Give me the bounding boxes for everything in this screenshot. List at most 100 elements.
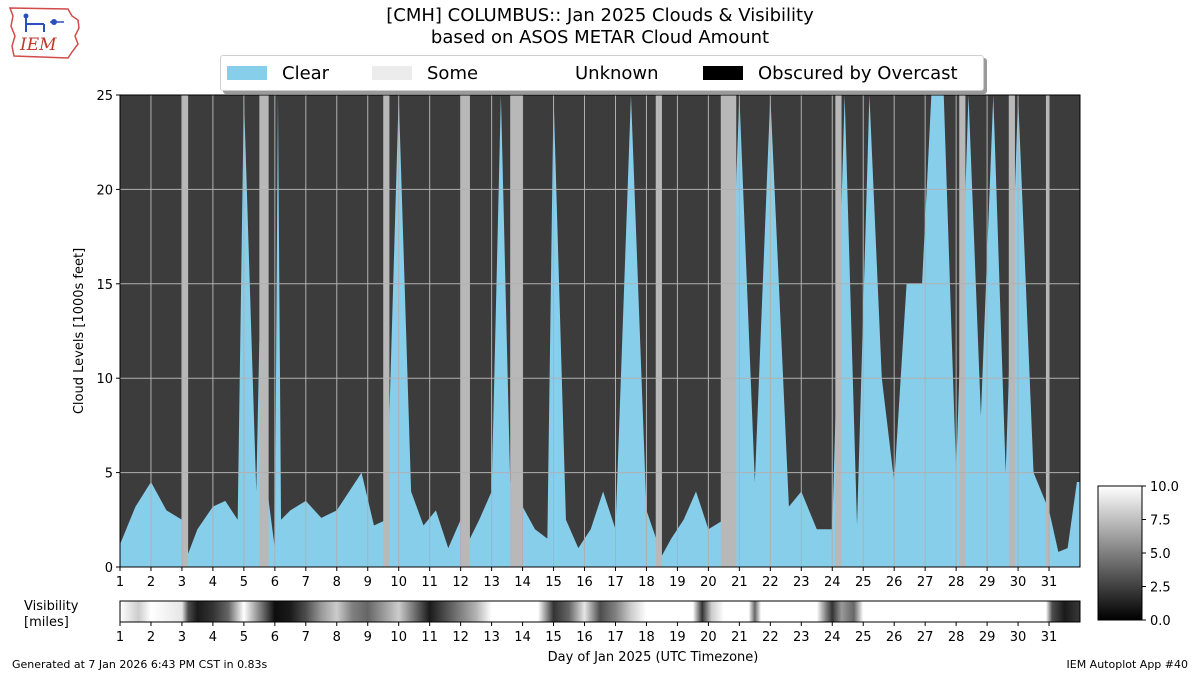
visibility-bar bbox=[119, 600, 1081, 623]
y-tick-label: 20 bbox=[96, 183, 113, 198]
x-tick-label: 3 bbox=[178, 575, 186, 590]
legend: Clear Some Unknown Obscured by Overcast bbox=[220, 55, 984, 91]
vis-x-tick-label: 16 bbox=[576, 630, 593, 645]
colorbar-tick-label: 2.5 bbox=[1150, 581, 1171, 596]
vis-x-tick-label: 10 bbox=[390, 630, 407, 645]
x-tick-label: 15 bbox=[545, 575, 562, 590]
x-tick-label: 2 bbox=[147, 575, 155, 590]
broken-cloud-band bbox=[460, 95, 470, 567]
legend-item-overcast: Obscured by Overcast bbox=[703, 61, 958, 85]
x-tick-label: 17 bbox=[607, 575, 624, 590]
vis-x-tick-label: 26 bbox=[886, 630, 903, 645]
x-tick-label: 7 bbox=[302, 575, 310, 590]
logo-text: IEM bbox=[19, 35, 57, 55]
vis-x-tick-label: 31 bbox=[1041, 630, 1058, 645]
visibility-strip: Visibility [miles] bbox=[24, 599, 1081, 630]
broken-cloud-band bbox=[1045, 95, 1050, 567]
x-tick-label: 10 bbox=[390, 575, 407, 590]
clear-sky-area bbox=[120, 95, 1080, 567]
broken-cloud-band bbox=[510, 95, 523, 567]
chart-title: [CMH] COLUMBUS:: Jan 2025 Clouds & Visib… bbox=[386, 5, 814, 26]
iem-logo: IEM bbox=[8, 6, 84, 60]
x-tick-label: 27 bbox=[917, 575, 934, 590]
legend-swatch-some bbox=[372, 66, 412, 80]
legend-label-some: Some bbox=[427, 62, 479, 84]
legend-label-overcast: Obscured by Overcast bbox=[758, 62, 958, 84]
broken-cloud-band bbox=[959, 95, 966, 567]
vis-x-tick-label: 29 bbox=[979, 630, 996, 645]
legend-label-unknown: Unknown bbox=[575, 62, 659, 84]
vis-x-tick-label: 19 bbox=[669, 630, 686, 645]
vis-x-tick-label: 13 bbox=[483, 630, 500, 645]
vis-x-tick-label: 22 bbox=[762, 630, 779, 645]
vis-x-tick-label: 2 bbox=[147, 630, 155, 645]
y-axis-label: Cloud Levels [1000s feet] bbox=[72, 248, 87, 414]
x-tick-label: 29 bbox=[979, 575, 996, 590]
x-tick-label: 8 bbox=[333, 575, 341, 590]
overcast-background bbox=[120, 95, 1080, 567]
cloud-plot-area bbox=[119, 94, 1081, 568]
x-tick-label: 24 bbox=[824, 575, 841, 590]
vis-x-tick-label: 6 bbox=[271, 630, 279, 645]
vis-x-tick-label: 28 bbox=[948, 630, 965, 645]
x-tick-label: 14 bbox=[514, 575, 531, 590]
x-tick-label: 21 bbox=[731, 575, 748, 590]
vis-x-tick-label: 30 bbox=[1010, 630, 1027, 645]
vis-x-tick-label: 15 bbox=[545, 630, 562, 645]
vis-x-tick-label: 1 bbox=[116, 630, 124, 645]
x-axis-label: Day of Jan 2025 (UTC Timezone) bbox=[548, 650, 759, 665]
broken-cloud-band bbox=[181, 95, 189, 567]
legend-item-unknown: Unknown bbox=[520, 61, 659, 85]
chart-subtitle: based on ASOS METAR Cloud Amount bbox=[430, 27, 770, 48]
vis-x-tick-label: 8 bbox=[333, 630, 341, 645]
vis-x-tick-label: 9 bbox=[364, 630, 372, 645]
y-tick-label: 5 bbox=[105, 467, 113, 482]
legend-item-some: Some bbox=[372, 61, 478, 85]
vis-x-tick-label: 24 bbox=[824, 630, 841, 645]
vis-x-tick-label: 21 bbox=[731, 630, 748, 645]
x-tick-label: 6 bbox=[271, 575, 279, 590]
x-tick-label: 20 bbox=[700, 575, 717, 590]
broken-cloud-band bbox=[259, 95, 269, 567]
broken-cloud-band bbox=[655, 95, 662, 567]
y-tick-label: 0 bbox=[105, 561, 113, 576]
vis-x-tick-label: 27 bbox=[917, 630, 934, 645]
x-tick-label: 11 bbox=[421, 575, 438, 590]
broken-cloud-band bbox=[720, 95, 737, 567]
x-tick-label: 30 bbox=[1010, 575, 1027, 590]
legend-swatch-overcast bbox=[703, 66, 743, 80]
colorbar: 0.0 2.5 5.0 7.5 10.0 bbox=[1097, 480, 1179, 629]
vis-x-tick-label: 3 bbox=[178, 630, 186, 645]
vis-x-tick-label: 5 bbox=[240, 630, 248, 645]
x-tick-label: 28 bbox=[948, 575, 965, 590]
x-tick-label: 18 bbox=[638, 575, 655, 590]
visibility-label: Visibility bbox=[24, 599, 79, 614]
colorbar-tick-label: 0.0 bbox=[1150, 614, 1171, 629]
colorbar-tick-label: 7.5 bbox=[1150, 514, 1171, 529]
x-tick-label: 13 bbox=[483, 575, 500, 590]
y-tick-label: 10 bbox=[96, 372, 113, 387]
x-tick-label: 12 bbox=[452, 575, 469, 590]
y-tick-label: 25 bbox=[96, 89, 113, 104]
plot-frame bbox=[119, 94, 1081, 568]
legend-item-clear: Clear bbox=[227, 61, 329, 85]
vis-x-tick-label: 25 bbox=[855, 630, 872, 645]
x-tick-label: 16 bbox=[576, 575, 593, 590]
x-tick-label: 5 bbox=[240, 575, 248, 590]
vis-x-tick-label: 4 bbox=[209, 630, 217, 645]
vis-x-tick-label: 11 bbox=[421, 630, 438, 645]
vis-x-tick-label: 18 bbox=[638, 630, 655, 645]
x-tick-label: 9 bbox=[364, 575, 372, 590]
y-tick-label: 15 bbox=[96, 278, 113, 293]
colorbar-tick-label: 5.0 bbox=[1150, 547, 1171, 562]
generated-timestamp: Generated at 7 Jan 2026 6:43 PM CST in 0… bbox=[12, 658, 268, 671]
vis-x-tick-label: 7 bbox=[302, 630, 310, 645]
x-tick-label: 31 bbox=[1041, 575, 1058, 590]
x-tick-label: 23 bbox=[793, 575, 810, 590]
legend-label-clear: Clear bbox=[282, 62, 330, 84]
app-credit: IEM Autoplot App #40 bbox=[1066, 658, 1189, 671]
visibility-units-label: [miles] bbox=[24, 615, 69, 630]
x-tick-label: 1 bbox=[116, 575, 124, 590]
iowa-map-icon: IEM bbox=[8, 7, 80, 59]
